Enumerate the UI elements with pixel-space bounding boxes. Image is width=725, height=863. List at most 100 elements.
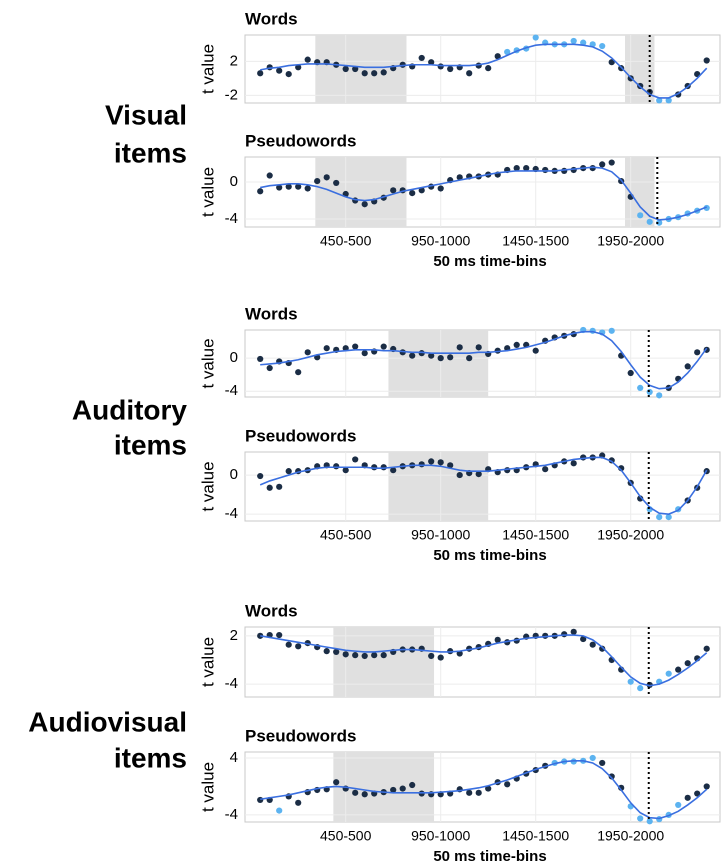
data-point [523, 165, 530, 172]
data-point [333, 463, 340, 470]
x-tick-label: 1950-2000 [597, 527, 664, 543]
data-point [390, 187, 397, 194]
data-point [589, 641, 596, 648]
group-label: Visual [105, 99, 187, 130]
data-point [437, 654, 444, 661]
data-point [257, 355, 264, 363]
data-point [599, 161, 606, 168]
data-point [257, 70, 264, 77]
data-point [665, 670, 672, 677]
shaded-window [333, 627, 435, 697]
y-axis-label: t value [198, 44, 217, 94]
data-point [475, 789, 482, 796]
data-point [646, 218, 653, 225]
data-point [409, 781, 416, 789]
data-point [352, 65, 359, 73]
y-axis-label: t value [198, 338, 217, 388]
data-point [580, 39, 587, 46]
y-tick-label: 2 [230, 627, 238, 644]
data-point [608, 59, 615, 66]
data-point [703, 57, 710, 64]
data-point [428, 652, 435, 660]
y-tick-label: 4 [230, 749, 238, 766]
x-axis-label: 50 ms time-bins [433, 547, 546, 564]
y-axis-label: t value [198, 637, 217, 687]
data-point [361, 652, 368, 660]
data-point [703, 783, 710, 790]
data-point [608, 773, 615, 780]
fit-line [260, 760, 708, 820]
data-point [570, 460, 577, 467]
data-point [466, 789, 473, 796]
data-point [342, 65, 349, 73]
data-point [323, 345, 330, 352]
data-point [342, 651, 349, 658]
data-point [437, 459, 444, 466]
data-point [437, 185, 444, 192]
y-tick-label: 0 [230, 349, 238, 366]
panel-title: Pseudowords [245, 726, 356, 745]
panel-title: Words [245, 9, 298, 28]
data-point [266, 484, 273, 491]
data-point [627, 678, 634, 685]
data-point [390, 467, 397, 474]
data-point [352, 343, 359, 350]
y-tick-label: -4 [225, 806, 238, 823]
data-point [637, 384, 644, 392]
data-point [304, 349, 311, 356]
data-point [466, 70, 473, 77]
data-point [285, 183, 292, 190]
data-point [333, 179, 340, 187]
data-point [295, 183, 302, 190]
x-tick-label: 450-500 [320, 233, 372, 249]
data-point [703, 204, 710, 212]
data-point [637, 495, 644, 502]
data-point [352, 456, 359, 463]
data-point [475, 470, 482, 478]
data-point [390, 786, 397, 794]
data-point [276, 631, 283, 639]
data-point [304, 185, 311, 192]
data-point [276, 807, 283, 814]
data-point [276, 483, 283, 490]
x-tick-label: 1450-1500 [502, 527, 569, 543]
data-point [694, 790, 701, 797]
y-axis-label: t value [198, 167, 217, 217]
x-tick-label: 450-500 [320, 828, 372, 844]
data-point [295, 369, 302, 376]
data-point [494, 53, 501, 60]
data-point [675, 666, 682, 673]
data-point [485, 785, 492, 792]
y-tick-label: -4 [225, 382, 238, 399]
data-point [589, 754, 596, 762]
data-point [380, 652, 387, 659]
data-point [276, 67, 283, 74]
data-point [532, 34, 539, 41]
data-point [418, 187, 425, 194]
data-point [409, 190, 416, 197]
data-point [361, 350, 368, 357]
y-tick-label: 2 [230, 52, 238, 69]
data-point [513, 341, 520, 348]
data-point [675, 801, 682, 809]
group-label: Auditory [72, 394, 188, 425]
data-point [437, 355, 444, 362]
panel-title: Pseudowords [245, 426, 356, 445]
data-point [361, 70, 368, 77]
data-point [618, 784, 625, 791]
data-point [456, 471, 463, 479]
data-point [684, 794, 691, 801]
group-label: items [114, 429, 187, 460]
x-tick-label: 1950-2000 [597, 233, 664, 249]
data-point [418, 54, 425, 62]
data-point [295, 643, 302, 650]
data-point [428, 59, 435, 66]
x-tick-label: 1450-1500 [502, 828, 569, 844]
x-tick-label: 950-1000 [411, 233, 470, 249]
data-point [418, 461, 425, 468]
x-axis-label: 50 ms time-bins [433, 253, 546, 270]
data-point [580, 635, 587, 643]
fit-line [259, 456, 708, 515]
y-tick-label: -4 [225, 675, 238, 692]
